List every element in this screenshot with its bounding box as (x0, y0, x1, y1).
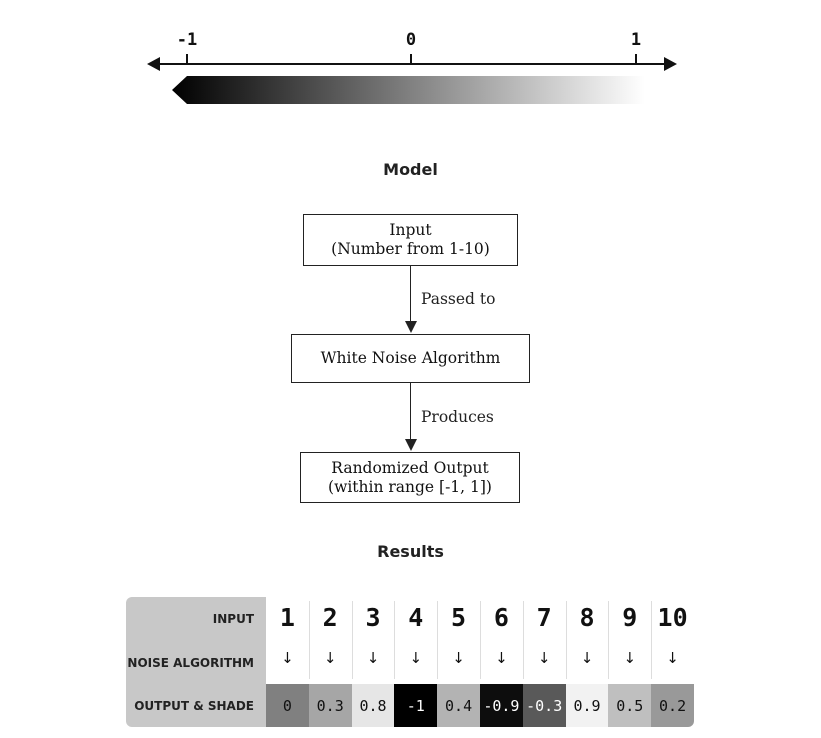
number-line-graphic (147, 54, 677, 104)
algorithm-node: White Noise Algorithm (291, 334, 530, 383)
result-column: 6 ↓ -0.9 (480, 597, 523, 727)
input-value: 7 (536, 603, 552, 632)
tick-label: -1 (176, 30, 198, 50)
output-shade-cell: 0.9 (565, 684, 609, 727)
down-arrow-icon: ↓ (281, 649, 294, 667)
number-line: -1 0 1 (0, 0, 821, 120)
output-shade-cell: -0.3 (522, 684, 566, 727)
result-column: 9 ↓ 0.5 (608, 597, 652, 727)
output-shade-cell: -1 (394, 684, 438, 727)
down-arrow-icon: ↓ (366, 649, 380, 667)
edge-arrowhead (404, 321, 417, 333)
down-arrow-icon: ↓ (537, 649, 551, 667)
down-arrow-icon: ↓ (495, 649, 508, 667)
down-arrow-icon: ↓ (409, 649, 423, 667)
down-arrow-icon: ↓ (666, 649, 679, 667)
axis-left-arrow (147, 57, 160, 71)
column-divider (308, 601, 310, 679)
down-arrow-icon: ↓ (452, 649, 465, 667)
output-shade-cell: 0 (266, 684, 309, 727)
result-column: 10 ↓ 0.2 (651, 597, 694, 727)
result-column: 4 ↓ -1 (394, 597, 438, 727)
input-node-title: Input (389, 221, 432, 239)
down-arrow-icon: ↓ (623, 649, 637, 667)
input-value: 3 (365, 603, 381, 632)
results-table: INPUT NOISE ALGORITHM OUTPUT & SHADE 1 ↓ 0… (126, 597, 694, 727)
input-value: 1 (279, 603, 295, 632)
result-column: 1 ↓ 0 (266, 597, 309, 727)
edge-line (410, 383, 411, 440)
edge-label-produces: Produces (421, 408, 494, 426)
output-shade-cell: 0.2 (651, 684, 694, 727)
output-shade-cell: -0.9 (480, 684, 523, 727)
output-shade-cell: 0.3 (308, 684, 352, 727)
results-columns: 1 ↓ 0 2 ↓ 0.3 3 ↓ 0.8 4 ↓ -1 5 ↓ 0.4 6 ↓ -0.9 7 ↓ -0.3 8 ↓ 0.9 9… (266, 597, 694, 727)
tick-label: 1 (630, 30, 642, 50)
column-divider (480, 601, 481, 679)
output-node-subtitle: (within range [-1, 1]) (328, 477, 492, 496)
results-title: Results (377, 542, 444, 561)
result-column: 5 ↓ 0.4 (437, 597, 480, 727)
column-divider (394, 601, 396, 679)
input-value: 9 (622, 603, 638, 632)
edge-line (410, 266, 411, 322)
shade-gradient-bar (172, 76, 645, 104)
down-arrow-icon: ↓ (323, 649, 337, 667)
output-node: Randomized Output (within range [-1, 1]) (300, 452, 520, 503)
output-shade-cell: 0.5 (608, 684, 652, 727)
model-title: Model (383, 160, 438, 179)
algorithm-node-title: White Noise Algorithm (320, 349, 501, 367)
input-node: Input (Number from 1-10) (303, 214, 518, 266)
input-node-subtitle: (Number from 1-10) (331, 240, 490, 258)
axis-right-arrow (664, 57, 677, 71)
input-value: 8 (579, 603, 595, 632)
output-node-title: Randomized Output (331, 458, 489, 477)
result-column: 7 ↓ -0.3 (522, 597, 566, 727)
input-value: 6 (493, 603, 509, 632)
column-divider (437, 601, 439, 679)
row-label-noise-algorithm: NOISE ALGORITHM (126, 641, 266, 684)
result-column: 8 ↓ 0.9 (565, 597, 609, 727)
input-value: 10 (657, 603, 688, 632)
row-label-input: INPUT (126, 597, 266, 641)
column-divider (351, 601, 353, 679)
edge-arrowhead (404, 439, 417, 451)
edge-label-passed-to: Passed to (421, 290, 496, 308)
input-value: 2 (322, 603, 338, 632)
input-value: 5 (451, 603, 467, 632)
column-divider (522, 601, 524, 679)
result-column: 3 ↓ 0.8 (351, 597, 395, 727)
tick-label: 0 (405, 30, 417, 50)
column-divider (608, 601, 610, 679)
down-arrow-icon: ↓ (580, 649, 594, 667)
output-shade-cell: 0.4 (437, 684, 480, 727)
row-label-output-shade: OUTPUT & SHADE (126, 684, 266, 727)
column-divider (565, 601, 567, 679)
output-shade-cell: 0.8 (351, 684, 395, 727)
input-value: 4 (408, 603, 424, 632)
column-divider (651, 601, 653, 679)
result-column: 2 ↓ 0.3 (308, 597, 352, 727)
